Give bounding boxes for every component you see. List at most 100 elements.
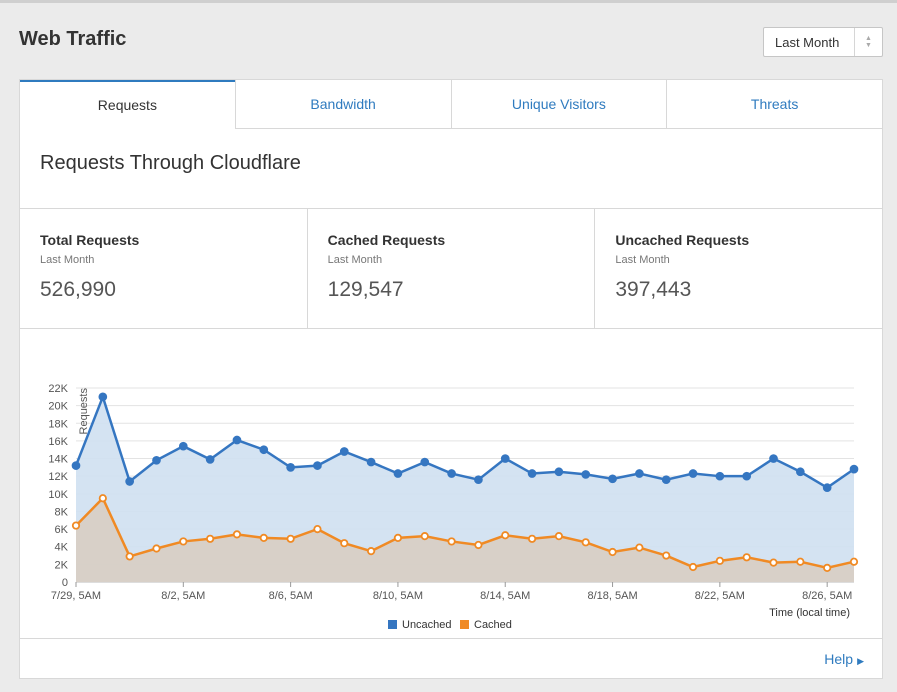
cached-point <box>420 532 429 541</box>
cached-point <box>635 543 644 552</box>
cached-point <box>823 563 832 572</box>
cached-point <box>501 531 510 540</box>
tab-unique-visitors[interactable]: Unique Visitors <box>450 80 667 128</box>
uncached-point <box>554 467 564 477</box>
legend-label: Cached <box>474 619 512 631</box>
cached-point <box>662 551 671 560</box>
uncached-point <box>742 471 752 481</box>
date-range-select[interactable]: Last Month ▲ ▼ <box>763 27 883 57</box>
tab-threats[interactable]: Threats <box>666 80 882 128</box>
uncached-point <box>447 469 456 478</box>
stat-label: Cached Requests <box>327 232 446 248</box>
cached-point <box>179 537 188 546</box>
cached-point <box>554 532 563 541</box>
x-tick-label: 8/26, 5AM <box>802 590 852 602</box>
cached-point <box>849 557 859 566</box>
help-link[interactable]: Help ▶ <box>824 651 864 667</box>
uncached-area <box>76 396 854 582</box>
y-tick-label: 10K <box>48 489 68 501</box>
cached-point <box>393 533 403 543</box>
x-tick-label: 8/22, 5AM <box>695 590 745 602</box>
stats-row: Total Requests Last Month 526,990 Cached… <box>20 208 882 329</box>
cached-point <box>769 558 778 567</box>
cached-point <box>581 538 590 547</box>
uncached-point <box>500 454 510 463</box>
y-tick-label: 18K <box>48 418 68 430</box>
uncached-point <box>232 435 242 445</box>
uncached-point <box>608 474 617 484</box>
stat-value: 526,990 <box>40 278 116 301</box>
stat-label: Uncached Requests <box>615 232 750 248</box>
uncached-point <box>178 441 188 451</box>
uncached-point <box>527 469 537 478</box>
cached-point <box>232 530 242 539</box>
uncached-point <box>715 471 725 481</box>
stat-cached-requests: Cached Requests Last Month 129,547 <box>306 209 595 328</box>
uncached-point <box>259 445 269 455</box>
cached-point <box>742 553 751 562</box>
y-tick-label: 8K <box>55 506 69 518</box>
uncached-point <box>205 455 215 464</box>
help-label: Help <box>824 651 854 667</box>
y-tick-label: 20K <box>48 401 68 413</box>
cached-point <box>152 544 161 553</box>
uncached-point <box>849 464 859 474</box>
cached-point <box>715 556 724 565</box>
cached-line <box>75 496 855 570</box>
requests-chart-svg: 0 2K 4K 6K 8K 10K 12K 14K 16K 18K 20K 22K Requests 7/… <box>48 383 859 631</box>
stat-period: Last Month <box>40 254 95 266</box>
x-tick-label: 8/14, 5AM <box>480 590 530 602</box>
tab-bandwidth[interactable]: Bandwidth <box>234 80 451 128</box>
x-axis-label: Time (local time) <box>769 607 850 619</box>
uncached-point <box>393 469 403 478</box>
cached-point <box>447 537 456 546</box>
cached-point <box>125 552 134 561</box>
stat-label: Total Requests <box>40 232 140 248</box>
uncached-point <box>152 455 161 465</box>
y-tick-label: 4K <box>55 542 69 554</box>
cached-point <box>71 521 81 530</box>
x-tick-label: 8/10, 5AM <box>373 590 423 602</box>
tab-requests[interactable]: Requests <box>20 80 235 129</box>
cached-point <box>608 547 617 557</box>
x-tick-label: 7/29, 5AM <box>51 590 101 602</box>
cached-area <box>76 498 854 582</box>
cached-point <box>286 534 295 543</box>
cached-point <box>98 494 107 503</box>
uncached-point <box>98 392 108 402</box>
uncached-point <box>420 457 430 467</box>
uncached-point <box>286 463 295 472</box>
uncached-point <box>688 469 698 478</box>
cached-point <box>367 547 376 556</box>
page-title: Web Traffic <box>19 28 127 50</box>
stat-period: Last Month <box>615 254 670 266</box>
y-tick-label: 12K <box>48 471 68 483</box>
y-tick-label: 16K <box>48 436 68 448</box>
stat-period: Last Month <box>327 254 383 266</box>
y-tick-label: 14K <box>48 454 68 466</box>
uncached-point <box>474 475 483 485</box>
uncached-point <box>581 470 591 479</box>
x-tick-label: 8/2, 5AM <box>161 590 205 602</box>
cached-point <box>206 534 215 543</box>
stat-value: 397,443 <box>615 278 692 301</box>
uncached-point <box>71 461 81 470</box>
uncached-point <box>366 457 376 467</box>
legend-swatch <box>460 620 469 629</box>
legend-swatch <box>388 620 397 629</box>
cached-point <box>796 557 805 566</box>
top-border <box>0 0 897 3</box>
panel-footer: Help ▶ <box>20 638 882 679</box>
chevron-right-icon: ▶ <box>857 656 864 666</box>
cached-point <box>527 534 537 543</box>
y-tick-label: 22K <box>48 383 68 395</box>
cached-point <box>474 540 483 550</box>
stat-total-requests: Total Requests Last Month 526,990 <box>20 209 307 328</box>
uncached-point <box>635 469 644 478</box>
requests-chart: 0 2K 4K 6K 8K 10K 12K 14K 16K 18K 20K 22K Requests 7/… <box>20 330 882 638</box>
uncached-line <box>74 393 855 490</box>
web-traffic-panel: Requests Bandwidth Unique Visitors Threa… <box>19 79 883 679</box>
stat-uncached-requests: Uncached Requests Last Month 397,443 <box>594 209 882 328</box>
section-title: Requests Through Cloudflare <box>40 152 301 174</box>
select-arrows-icon: ▲ ▼ <box>854 28 882 56</box>
